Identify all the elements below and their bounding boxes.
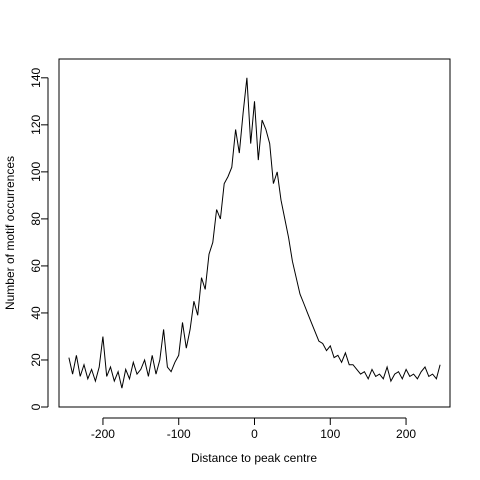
x-axis: -200 -100 0 100 200	[91, 417, 416, 441]
y-tick-label: 140	[29, 67, 43, 87]
y-tick-label: 120	[29, 115, 43, 135]
y-tick-label: 100	[29, 162, 43, 182]
y-tick-label: 20	[29, 353, 43, 367]
y-axis-title: Number of motif occurrences	[3, 156, 17, 310]
x-axis-title: Distance to peak centre	[191, 451, 317, 465]
y-tick-label: 40	[29, 306, 43, 320]
y-axis: 0 20 40 60 80 100 120 140	[29, 67, 49, 410]
y-tick-label: 60	[29, 259, 43, 273]
x-tick-label: 0	[251, 427, 258, 441]
x-tick-label: 200	[396, 427, 416, 441]
x-tick-label: -200	[91, 427, 115, 441]
y-tick-label: 80	[29, 212, 43, 226]
series-line	[68, 77, 441, 389]
plot-frame	[58, 58, 451, 408]
x-tick-label: -100	[167, 427, 191, 441]
x-tick-label: 100	[320, 427, 340, 441]
y-tick-label: 0	[29, 403, 43, 410]
